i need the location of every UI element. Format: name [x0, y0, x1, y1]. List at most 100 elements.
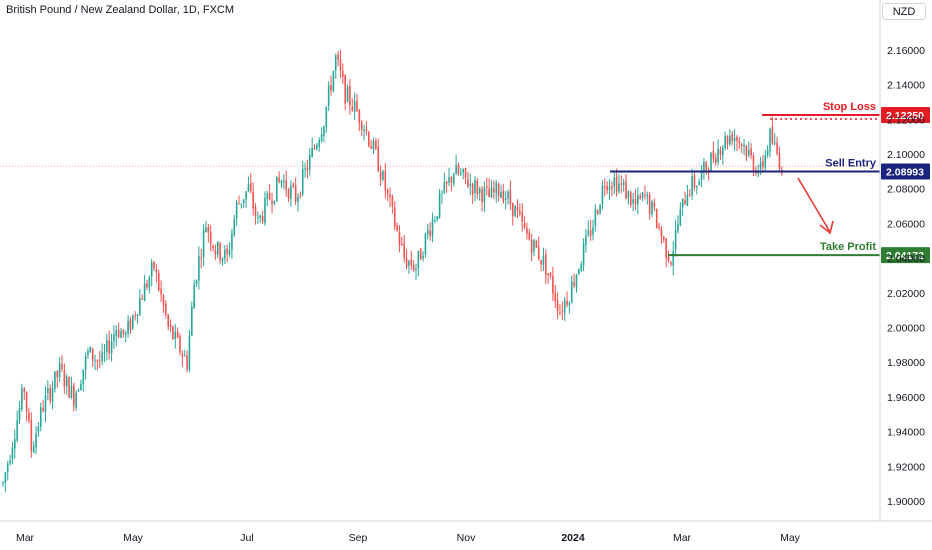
- candle-body: [58, 363, 61, 378]
- candle-body: [278, 177, 280, 183]
- candle-body: [87, 350, 89, 356]
- stop-price-text: 2.12250: [886, 110, 924, 122]
- candle-body: [651, 201, 653, 215]
- candle-body: [578, 269, 580, 274]
- candle-body: [146, 283, 148, 288]
- stop-label: Stop Loss: [823, 101, 876, 113]
- candle-body: [502, 190, 505, 202]
- candle-body: [84, 355, 87, 370]
- candle-body: [561, 311, 564, 313]
- candle-body: [124, 332, 127, 335]
- candle-body: [252, 191, 254, 209]
- candle-body: [455, 164, 457, 175]
- candle-body: [582, 243, 585, 266]
- candle-body: [356, 101, 358, 112]
- candle-body: [219, 243, 221, 261]
- candle-body: [51, 387, 54, 402]
- candle-body: [665, 238, 667, 259]
- candle-body: [353, 100, 356, 112]
- candle-body: [342, 71, 344, 77]
- price-tick-label: 2.16000: [887, 45, 925, 57]
- candle-body: [28, 412, 30, 421]
- candle-body: [264, 197, 266, 224]
- candlestick-series: [2, 49, 783, 492]
- candle-body: [304, 168, 306, 170]
- candle-body: [132, 315, 134, 329]
- candle-body: [242, 199, 245, 203]
- candle-body: [389, 194, 391, 198]
- price-tick-label: 2.04000: [887, 253, 925, 265]
- candle-body: [589, 229, 592, 237]
- candle-body: [377, 147, 380, 172]
- candle-body: [193, 284, 195, 309]
- candle-body: [103, 352, 106, 354]
- candle-body: [18, 407, 21, 421]
- candle-body: [580, 264, 582, 271]
- time-tick-label: May: [123, 532, 144, 544]
- candle-body: [332, 71, 335, 92]
- price-tick-label: 1.94000: [887, 427, 925, 439]
- candle-body: [710, 152, 712, 172]
- candle-body: [122, 329, 125, 334]
- candle-body: [419, 249, 422, 260]
- candle-body: [670, 262, 672, 265]
- candle-body: [365, 129, 368, 132]
- candle-body: [94, 360, 96, 362]
- candle-body: [585, 235, 587, 245]
- candle-body: [311, 148, 313, 157]
- candle-body: [700, 171, 703, 181]
- candle-body: [688, 194, 691, 196]
- candle-body: [162, 295, 165, 306]
- price-tick-label: 1.92000: [887, 461, 925, 473]
- candle-body: [504, 198, 507, 200]
- candle-body: [285, 180, 287, 190]
- price-axis[interactable]: 2.12250 2.08993 2.04172 1.90000 1.92000 1.940…: [879, 0, 930, 521]
- candle-body: [634, 198, 637, 205]
- candle-body: [183, 355, 186, 357]
- candle-body: [460, 173, 462, 175]
- candle-body: [290, 186, 292, 199]
- candle-body: [611, 186, 613, 189]
- price-tick-label: 2.12000: [887, 114, 925, 126]
- candle-body: [703, 161, 705, 173]
- candle-body: [655, 208, 658, 229]
- candle-body: [379, 171, 382, 180]
- candle-body: [337, 54, 339, 60]
- price-tick-label: 2.14000: [887, 80, 925, 92]
- candle-body: [212, 245, 214, 249]
- candle-body: [153, 261, 155, 269]
- candle-body: [106, 340, 108, 353]
- candle-body: [181, 353, 184, 357]
- entry-price-tag: 2.08993: [881, 163, 930, 180]
- candle-body: [443, 182, 446, 193]
- candle-body: [547, 273, 549, 275]
- time-axis[interactable]: Mar May Jul Sep Nov 2024 Mar May: [0, 520, 932, 544]
- candle-body: [297, 196, 299, 203]
- candle-body: [573, 282, 575, 286]
- candle-body: [334, 55, 337, 71]
- candle-body: [776, 142, 778, 154]
- target-price-tag: 2.04172: [881, 247, 930, 264]
- candle-body: [195, 280, 198, 284]
- candle-body: [309, 155, 311, 170]
- candle-body: [351, 106, 354, 111]
- candle-body: [73, 385, 75, 407]
- currency-button[interactable]: NZD: [882, 3, 926, 20]
- candle-body: [339, 59, 342, 71]
- candle-body: [712, 151, 715, 160]
- candle-body: [259, 215, 262, 218]
- time-tick-label: Mar: [673, 532, 692, 544]
- candle-body: [747, 149, 750, 156]
- candle-body: [44, 395, 47, 412]
- candle-body: [722, 147, 724, 156]
- candle-body: [89, 347, 92, 353]
- candle-body: [110, 341, 113, 354]
- candle-body: [438, 193, 441, 218]
- candle-body: [349, 85, 351, 106]
- candle-body: [384, 171, 387, 191]
- stop-price-tag: 2.12250: [881, 106, 930, 123]
- candle-body: [221, 258, 224, 262]
- candle-body: [618, 183, 620, 192]
- candle-body: [759, 162, 762, 169]
